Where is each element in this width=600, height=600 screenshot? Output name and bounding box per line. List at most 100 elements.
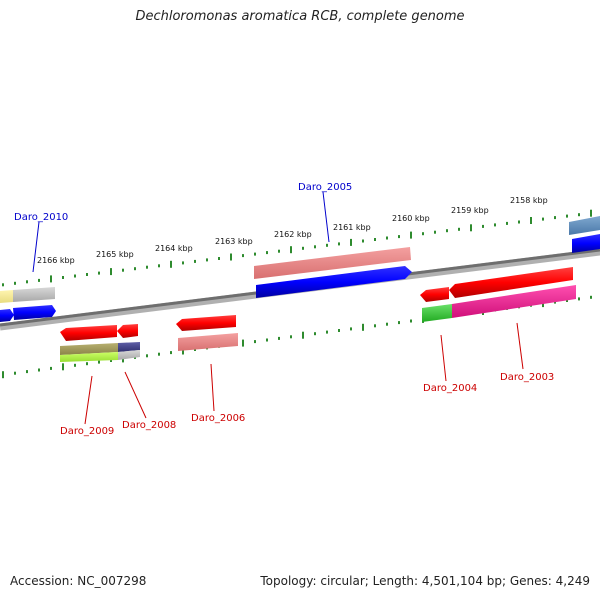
gene-bar-lime[interactable]: [60, 352, 118, 362]
ruler-minor-tick: [314, 245, 316, 249]
ruler-minor-tick: [146, 354, 148, 358]
ruler-minor-tick: [2, 283, 4, 287]
ruler-minor-tick: [74, 363, 76, 367]
label-daro-2004[interactable]: Daro_2004: [423, 383, 477, 394]
ruler-minor-tick: [278, 336, 280, 340]
gene-bar-grey[interactable]: [13, 287, 55, 302]
leader-daro-2003: [516, 322, 524, 370]
gene-daro-2005[interactable]: [256, 266, 412, 298]
label-daro-2003[interactable]: Daro_2003: [500, 372, 554, 383]
ruler-major-tick: [470, 224, 472, 232]
gene-daro-2009[interactable]: [60, 325, 117, 341]
ruler-minor-tick: [98, 360, 100, 364]
ruler-minor-tick: [398, 235, 400, 239]
ruler-minor-tick: [362, 239, 364, 243]
gene-daro-2008[interactable]: [117, 324, 138, 338]
ruler-minor-tick: [74, 274, 76, 278]
label-leaders: [32, 191, 524, 425]
gene-group-daro-2010[interactable]: [0, 287, 56, 322]
gene-bar-grey-2[interactable]: [118, 350, 140, 360]
gene-bar-navy[interactable]: [118, 342, 140, 352]
ruler-minor-tick: [278, 249, 280, 253]
ruler-major-tick: [362, 323, 364, 331]
ruler-minor-tick: [422, 232, 424, 236]
ruler-minor-tick: [518, 220, 520, 224]
accession-text: Accession: NC_007298: [10, 574, 147, 588]
gene-bar-steel[interactable]: [569, 216, 600, 235]
ruler-minor-tick: [578, 213, 580, 217]
gene-daro-2010[interactable]: [13, 305, 56, 320]
gene-bar-pink-2005[interactable]: [254, 247, 411, 279]
gene-bar-pink-2006[interactable]: [178, 333, 238, 351]
gene-blue-edge[interactable]: [0, 309, 14, 322]
ruler-minor-tick: [302, 246, 304, 250]
ruler-minor-tick: [350, 327, 352, 331]
ruler-minor-tick: [38, 278, 40, 282]
ruler-minor-tick: [326, 243, 328, 247]
ruler-minor-tick: [494, 223, 496, 227]
label-daro-2005[interactable]: Daro_2005: [298, 182, 352, 193]
gene-bar-olive[interactable]: [60, 343, 118, 355]
gene-group-right-edge[interactable]: [569, 216, 600, 253]
ruler-minor-tick: [14, 371, 16, 375]
ruler-minor-tick: [170, 351, 172, 355]
ruler-minor-tick: [26, 370, 28, 374]
ruler-minor-tick: [590, 295, 592, 299]
ruler-minor-tick: [482, 224, 484, 228]
ruler-minor-tick: [290, 335, 292, 339]
ruler-minor-tick: [62, 276, 64, 279]
label-daro-2008[interactable]: Daro_2008: [122, 420, 176, 431]
ruler-minor-tick: [86, 362, 88, 366]
ruler-minor-tick: [194, 259, 196, 263]
gene-bar-green[interactable]: [422, 304, 452, 322]
ruler-minor-tick: [254, 252, 256, 256]
label-daro-2010[interactable]: Daro_2010: [14, 212, 68, 223]
ruler-minor-tick: [218, 257, 220, 260]
ruler-minor-tick: [566, 214, 568, 218]
ruler-label-2158: 2158 kbp: [510, 196, 548, 205]
ruler-minor-tick: [578, 297, 580, 301]
gene-group-daro-2005[interactable]: [254, 247, 412, 298]
ruler-major-tick: [170, 260, 172, 268]
ruler-minor-tick: [374, 324, 376, 328]
leader-daro-2010: [32, 221, 40, 273]
leader-daro-2006: [210, 363, 215, 412]
ruler-minor-tick: [14, 281, 16, 285]
map-title: Dechloromonas aromatica RCB, complete ge…: [135, 9, 465, 24]
ruler-major-tick: [290, 246, 292, 254]
gene-group-daro-2009[interactable]: [60, 324, 140, 362]
ruler-minor-tick: [122, 268, 124, 272]
gene-bar-yellow[interactable]: [0, 290, 13, 303]
ruler-major-tick: [50, 275, 52, 283]
ruler-minor-tick: [50, 366, 52, 370]
ruler-minor-tick: [182, 261, 184, 265]
ruler-label-2162: 2162 kbp: [274, 230, 312, 239]
gene-labels: Daro_2010 Daro_2009 Daro_2008 Daro_2006 …: [14, 182, 554, 437]
gene-daro-2003[interactable]: [449, 267, 573, 298]
leader-daro-2005: [322, 191, 330, 243]
ruler-label-2166: 2166 kbp: [37, 256, 75, 265]
gene-bar-magenta[interactable]: [452, 285, 576, 318]
ruler-minor-tick: [26, 280, 28, 284]
ruler-major-tick: [590, 209, 592, 217]
gene-group-daro-2006[interactable]: [176, 315, 238, 351]
label-daro-2006[interactable]: Daro_2006: [191, 413, 245, 424]
ruler-minor-tick: [146, 265, 148, 269]
leader-daro-2008: [124, 371, 147, 419]
ruler-major-tick: [182, 347, 184, 355]
ruler-minor-tick: [338, 329, 340, 332]
gene-daro-2004[interactable]: [420, 287, 449, 302]
ruler-minor-tick: [410, 319, 412, 323]
ruler-minor-tick: [446, 229, 448, 233]
gene-daro-2006[interactable]: [176, 315, 236, 331]
gene-group-daro-2004[interactable]: [420, 267, 576, 322]
gene-blue-right[interactable]: [572, 234, 600, 253]
ruler-major-tick: [242, 339, 244, 347]
ruler-minor-tick: [98, 271, 100, 275]
label-daro-2009[interactable]: Daro_2009: [60, 426, 114, 437]
ruler-minor-tick: [266, 251, 268, 255]
leader-daro-2009: [84, 375, 93, 425]
ruler-minor-tick: [254, 340, 256, 344]
